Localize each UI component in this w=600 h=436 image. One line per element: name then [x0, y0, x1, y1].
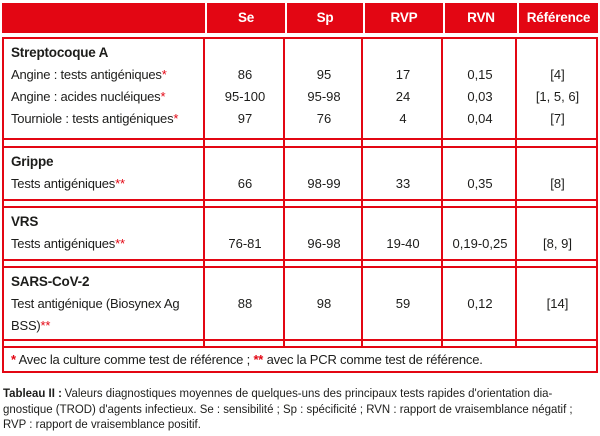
section-sars-cov-2: SARS-CoV-2 Test antigénique (Biosynex Ag…: [2, 266, 598, 341]
section-grippe: Grippe Tests antigéniques** 66 98-99 33 …: [2, 146, 598, 201]
header-divider: [205, 3, 207, 33]
header-divider: [517, 3, 519, 33]
table-header: Se Sp RVP RVN Référence: [2, 3, 598, 33]
row-label: Tests antigéniques**: [11, 236, 125, 251]
column-divider: [361, 37, 363, 346]
cell-se: 95-100: [224, 89, 266, 104]
cell-rvn: 0,15: [467, 67, 493, 82]
cell-reference: [7]: [550, 111, 565, 126]
cell-rvn: 0,04: [467, 111, 493, 126]
footnote-marker: **: [115, 236, 125, 251]
section-title: Grippe: [11, 154, 54, 169]
caption-label: Tableau II :: [3, 386, 62, 400]
header-col-rvn: RVN: [467, 10, 495, 25]
cell-sp: 76: [316, 111, 332, 126]
cell-se: 97: [237, 111, 253, 126]
cell-rvn: 0,19-0,25: [452, 236, 508, 251]
row-label: Test antigénique (Biosynex Ag BSS)**: [11, 296, 180, 333]
row-label: Tourniole : tests antigéniques*: [11, 111, 179, 126]
header-divider: [363, 3, 365, 33]
caption-line: gnostique (TROD) d'agents infectieux. Se…: [3, 401, 573, 416]
table-border-right: [596, 37, 598, 373]
cell-reference: [8]: [550, 176, 565, 191]
cell-reference: [4]: [550, 67, 565, 82]
cell-sp: 95: [316, 67, 332, 82]
cell-se: 86: [237, 67, 253, 82]
cell-rvp: 33: [395, 176, 411, 191]
section-title: VRS: [11, 214, 39, 229]
cell-se: 66: [237, 176, 253, 191]
cell-rvp: 4: [399, 111, 407, 126]
cell-reference: [14]: [546, 296, 569, 311]
column-divider: [441, 37, 443, 346]
table-caption: Tableau II : Valeurs diagnostiques moyenn…: [3, 386, 598, 433]
footnote-marker: *: [160, 89, 166, 104]
footnote-marker: *: [173, 111, 179, 126]
cell-rvp: 24: [395, 89, 411, 104]
cell-rvp: 59: [395, 296, 411, 311]
footnote-marker: **: [253, 352, 264, 367]
cell-sp: 98: [316, 296, 332, 311]
footnote-marker: **: [40, 318, 51, 333]
cell-rvn: 0,03: [467, 89, 493, 104]
row-label: Tests antigéniques**: [11, 176, 125, 191]
header-col-sp: Sp: [316, 10, 334, 25]
section-vrs: VRS Tests antigéniques** 76-81 96-98 19-…: [2, 206, 598, 261]
footnote-text: avec la PCR comme test de référence.: [266, 352, 483, 367]
header-divider: [443, 3, 445, 33]
row-label: Angine : acides nucléiques*: [11, 89, 166, 104]
caption-line: Tableau II : Valeurs diagnostiques moyenn…: [3, 386, 553, 400]
caption-line: RVP : rapport de vraisemblance positif.: [3, 417, 201, 432]
table-border-left: [2, 37, 4, 373]
footnote-marker: **: [115, 176, 125, 191]
cell-reference: [1, 5, 6]: [535, 89, 580, 104]
footnote-text: Avec la culture comme test de référence …: [18, 352, 251, 367]
row-label: Angine : tests antigéniques*: [11, 67, 167, 82]
column-divider: [515, 37, 517, 346]
footnote-marker: *: [11, 352, 16, 367]
header-col-se: Se: [237, 10, 255, 25]
cell-sp: 95-98: [307, 89, 341, 104]
cell-rvn: 0,35: [467, 176, 493, 191]
header-col-reference: Référence: [526, 10, 591, 25]
section-streptocoque-a: Streptocoque A Angine : tests antigéniqu…: [2, 37, 598, 140]
header-col-rvp: RVP: [390, 10, 418, 25]
cell-rvp: 19-40: [386, 236, 420, 251]
cell-se: 88: [237, 296, 253, 311]
cell-rvn: 0,12: [467, 296, 493, 311]
cell-se: 76-81: [228, 236, 262, 251]
cell-rvp: 17: [395, 67, 411, 82]
column-divider: [203, 37, 205, 346]
section-title: Streptocoque A: [11, 45, 109, 60]
cell-sp: 96-98: [307, 236, 341, 251]
column-divider: [283, 37, 285, 346]
header-divider: [285, 3, 287, 33]
table-footnote: * Avec la culture comme test de référenc…: [2, 346, 598, 373]
cell-sp: 98-99: [307, 176, 341, 191]
footnote-marker: *: [161, 67, 167, 82]
cell-reference: [8, 9]: [543, 236, 572, 251]
section-title: SARS-CoV-2: [11, 274, 90, 289]
